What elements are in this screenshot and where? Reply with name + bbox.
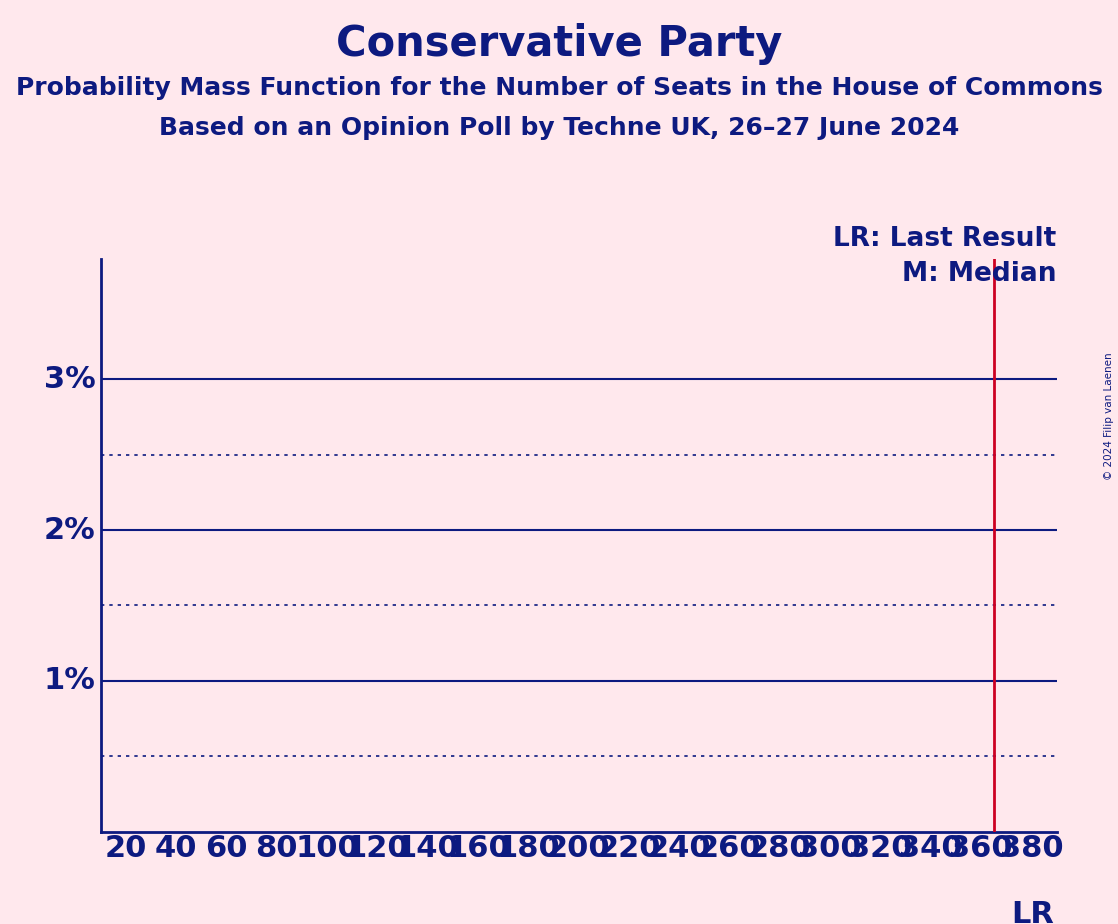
Text: 220: 220	[597, 833, 661, 863]
Text: 200: 200	[547, 833, 610, 863]
Text: Conservative Party: Conservative Party	[335, 23, 783, 65]
Text: Probability Mass Function for the Number of Seats in the House of Commons: Probability Mass Function for the Number…	[16, 76, 1102, 100]
Text: Based on an Opinion Poll by Techne UK, 26–27 June 2024: Based on an Opinion Poll by Techne UK, 2…	[159, 116, 959, 140]
Text: 3%: 3%	[44, 365, 96, 394]
Text: 360: 360	[949, 833, 1013, 863]
Text: 240: 240	[647, 833, 711, 863]
Text: 60: 60	[205, 833, 248, 863]
Text: LR: LR	[1011, 900, 1054, 924]
Text: 380: 380	[999, 833, 1063, 863]
Text: 40: 40	[154, 833, 198, 863]
Text: © 2024 Filip van Laenen: © 2024 Filip van Laenen	[1105, 352, 1114, 480]
Text: 260: 260	[698, 833, 761, 863]
Text: 340: 340	[899, 833, 963, 863]
Text: 300: 300	[798, 833, 862, 863]
Text: 20: 20	[105, 833, 146, 863]
Text: M: Median: M: Median	[902, 261, 1057, 286]
Text: 160: 160	[446, 833, 510, 863]
Text: 140: 140	[396, 833, 459, 863]
Text: 120: 120	[345, 833, 409, 863]
Text: 1%: 1%	[44, 666, 96, 696]
Text: LR: Last Result: LR: Last Result	[833, 226, 1057, 252]
Text: 180: 180	[496, 833, 560, 863]
Text: 320: 320	[849, 833, 912, 863]
Text: 2%: 2%	[44, 516, 96, 544]
Text: 80: 80	[255, 833, 299, 863]
Text: 100: 100	[295, 833, 359, 863]
Text: 280: 280	[748, 833, 812, 863]
